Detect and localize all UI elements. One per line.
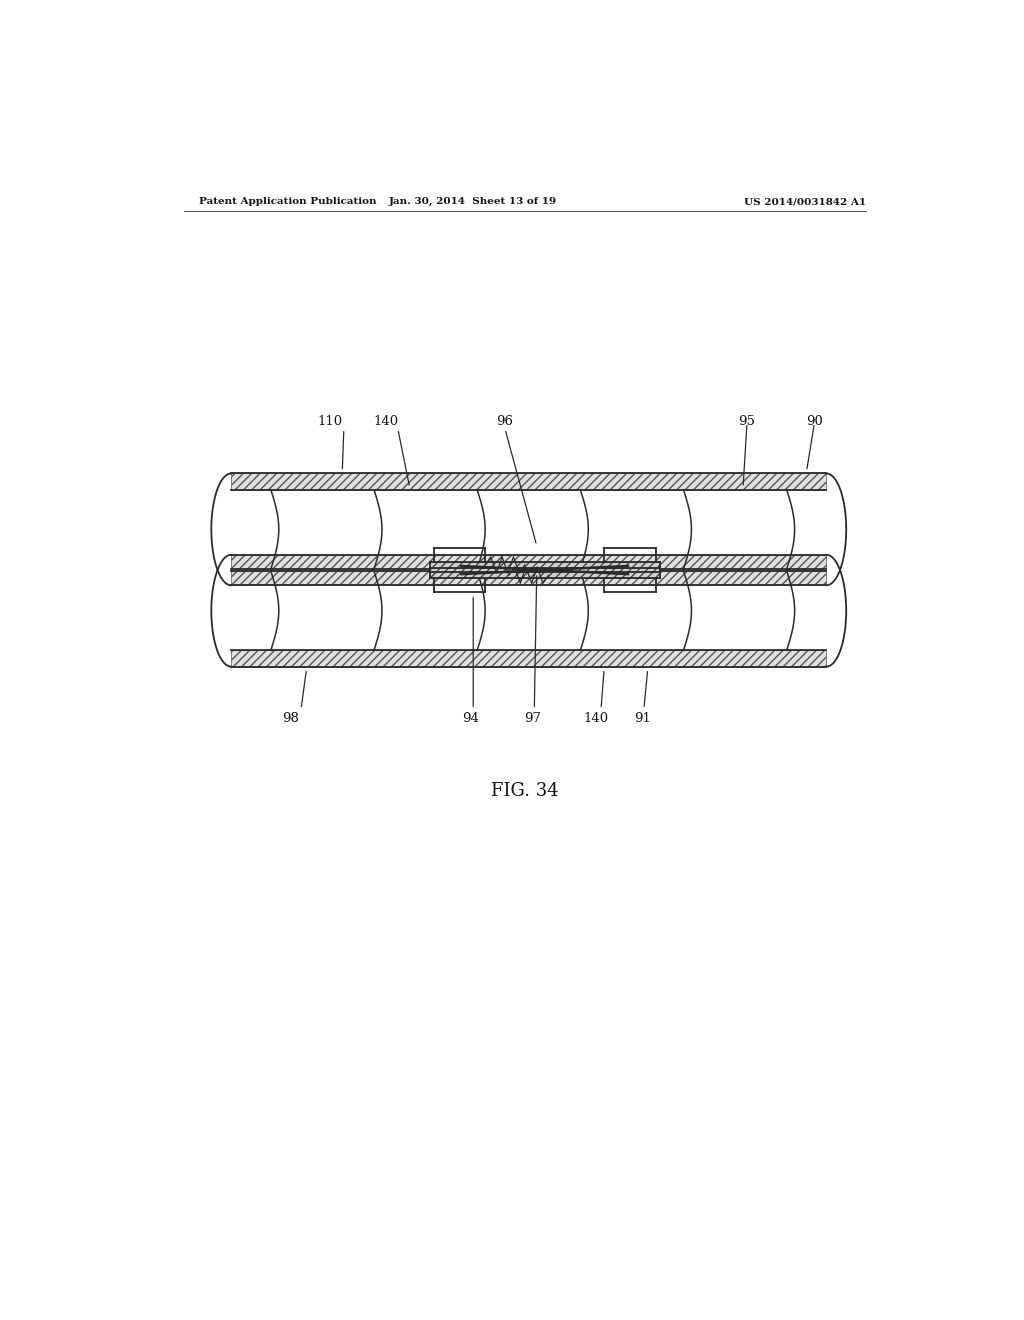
Bar: [231, 651, 826, 667]
Text: 110: 110: [317, 414, 343, 428]
Bar: [430, 562, 659, 572]
Text: 140: 140: [584, 713, 609, 725]
Text: 98: 98: [283, 713, 299, 725]
Text: 90: 90: [806, 414, 823, 428]
Bar: [231, 554, 826, 572]
Bar: [231, 569, 826, 585]
Text: US 2014/0031842 A1: US 2014/0031842 A1: [743, 197, 866, 206]
Text: Jan. 30, 2014  Sheet 13 of 19: Jan. 30, 2014 Sheet 13 of 19: [389, 197, 557, 206]
Text: 94: 94: [463, 713, 479, 725]
Text: 91: 91: [634, 713, 650, 725]
Text: Patent Application Publication: Patent Application Publication: [200, 197, 377, 206]
Text: 97: 97: [524, 713, 542, 725]
Text: FIG. 34: FIG. 34: [490, 781, 559, 800]
Text: 96: 96: [497, 414, 513, 428]
Bar: [430, 568, 659, 578]
Text: 140: 140: [374, 414, 398, 428]
Text: 95: 95: [738, 414, 756, 428]
Bar: [231, 474, 826, 490]
